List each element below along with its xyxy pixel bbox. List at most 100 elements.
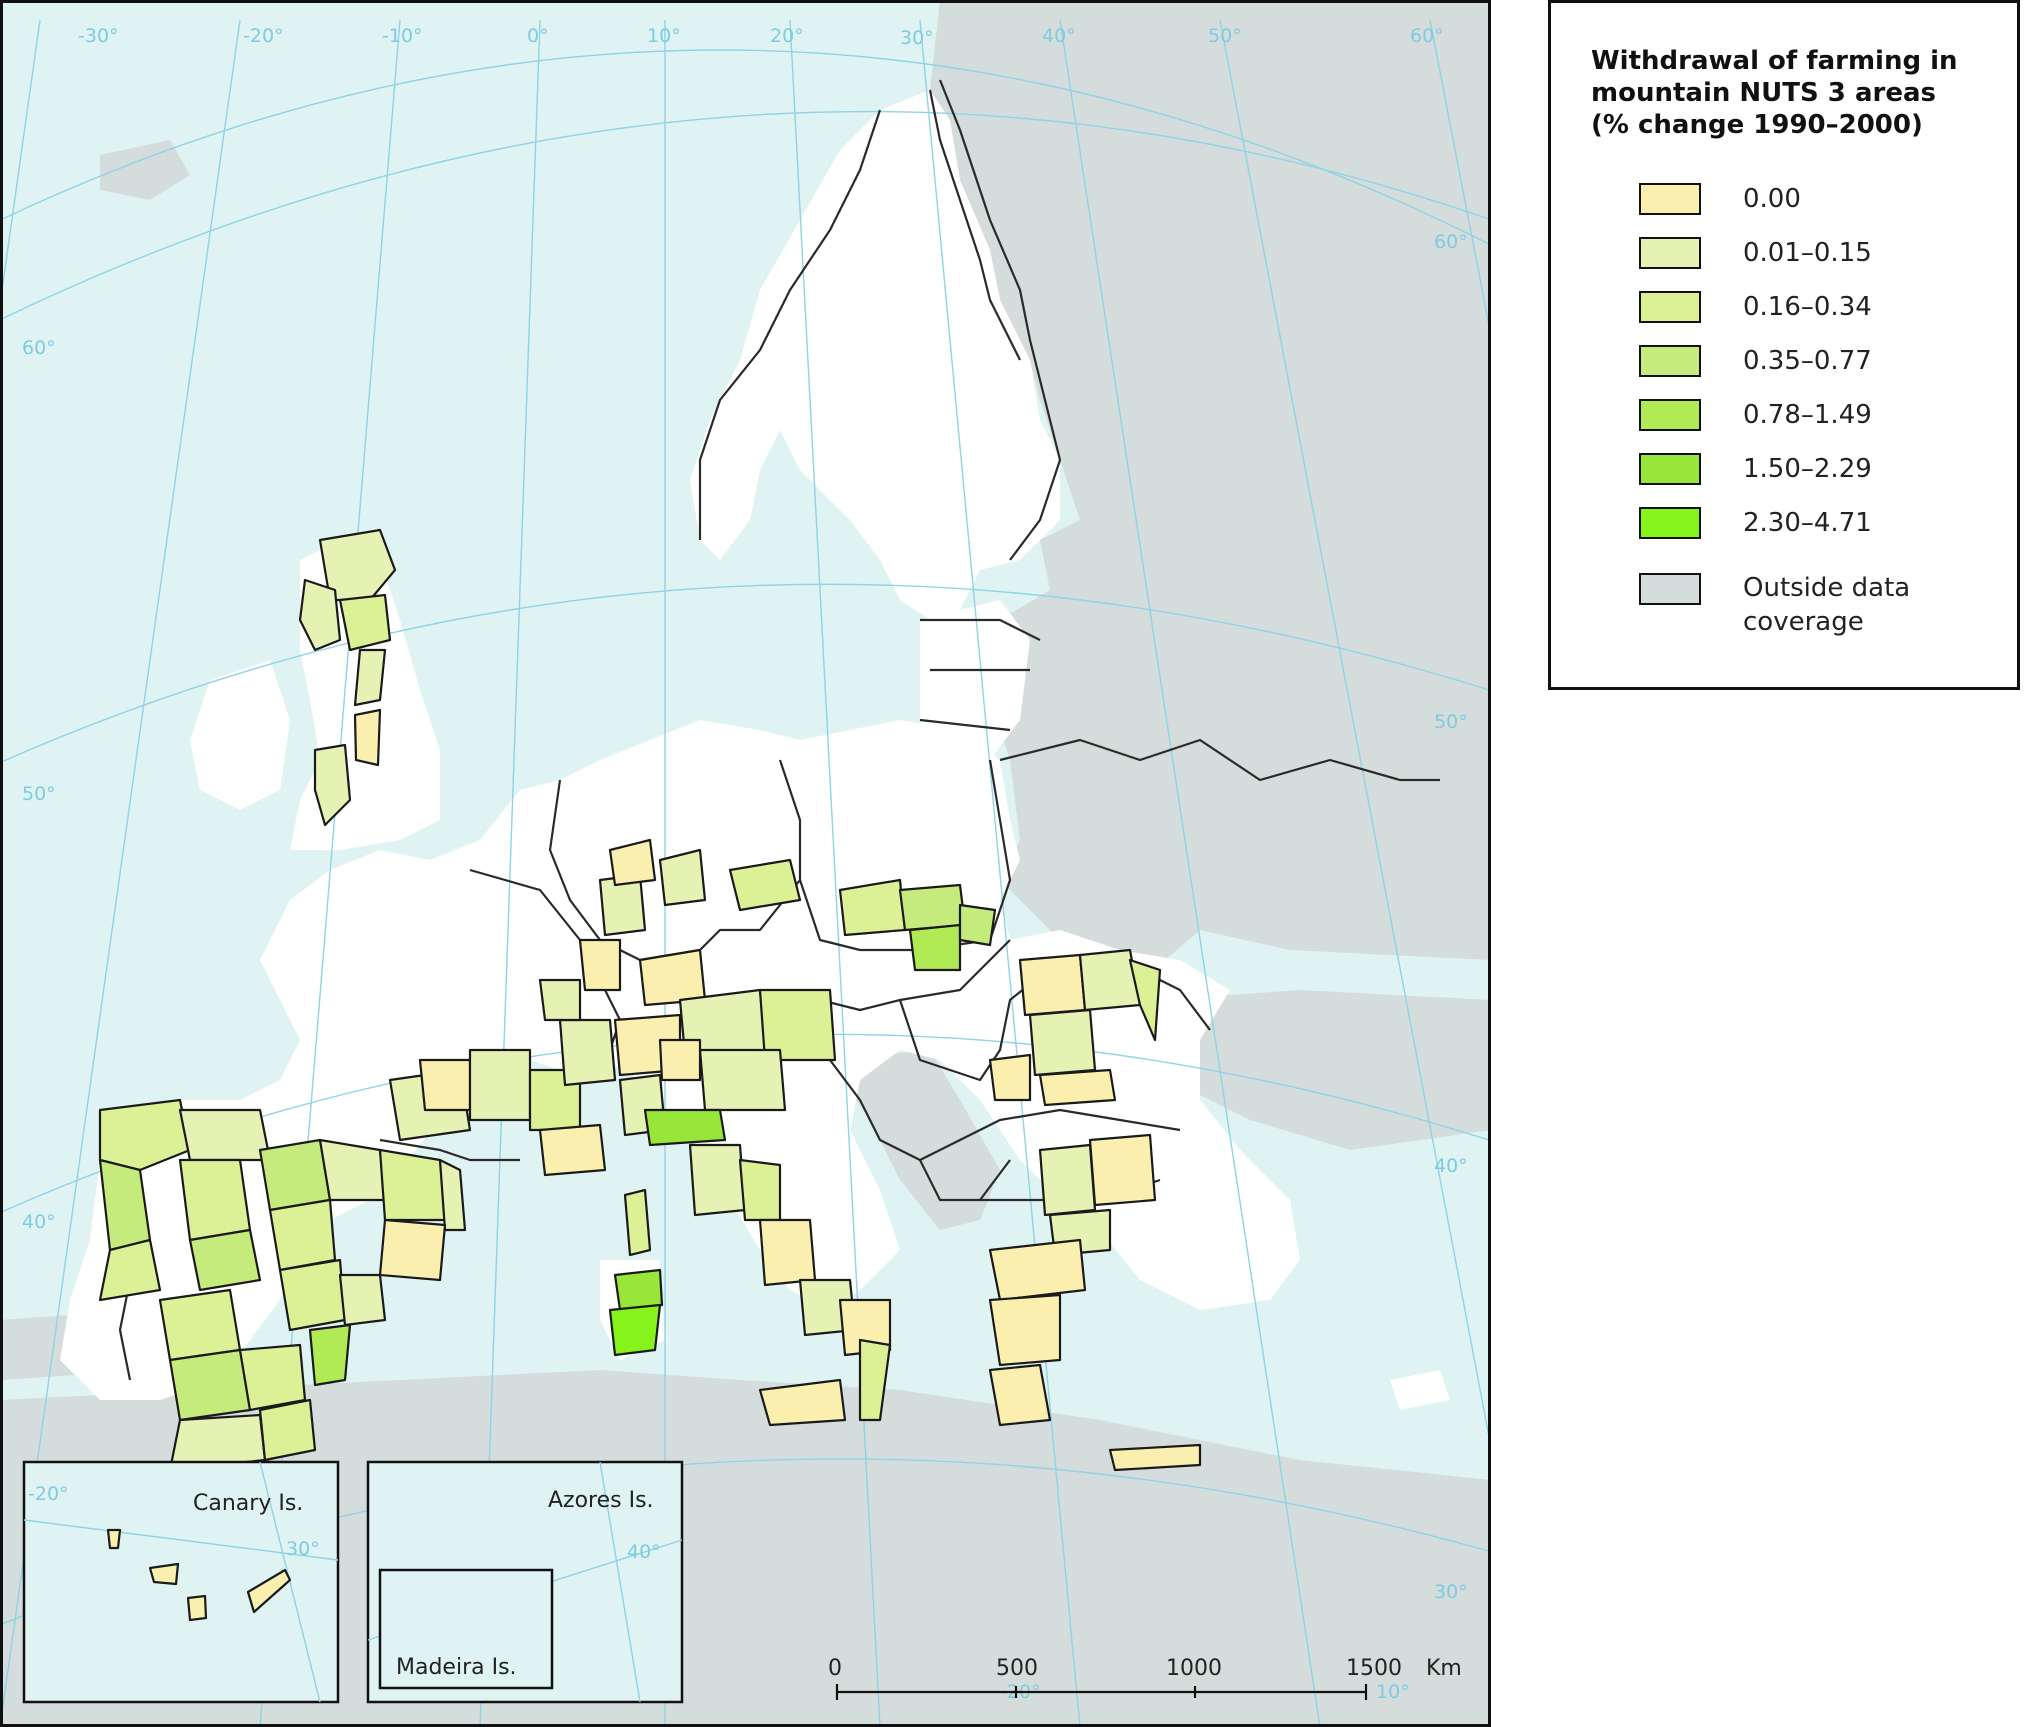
region-bavaria-e (638, 948, 707, 1007)
scale-tick-label: 500 (996, 1656, 1038, 1681)
legend-item: 0.35–0.77 (1639, 341, 1872, 381)
region-avila (188, 1228, 262, 1292)
region-lombardy-alps (658, 1038, 702, 1082)
balkan-borders (829, 1059, 1181, 1202)
region-sardinia-s (608, 1303, 662, 1357)
baltics (920, 600, 1030, 770)
region-scotland-south (353, 648, 387, 707)
inset-madeira-label: Madeira Is. (396, 1655, 517, 1680)
scale-unit-label: Km (1426, 1656, 1462, 1681)
norway-sweden-border (698, 109, 882, 540)
legend-outside-line: Outside data (1743, 573, 1911, 603)
region-alpes-fr (558, 1018, 617, 1087)
region-soria (268, 1198, 337, 1272)
legend-item: 1.50–2.29 (1639, 449, 1872, 489)
legend: Withdrawal of farming in mountain NUTS 3… (1548, 0, 2020, 690)
region-thuringia (658, 848, 707, 907)
poland-border (778, 759, 1012, 952)
legend-swatch (1639, 507, 1701, 539)
lon-label: 10° (647, 25, 681, 47)
scale-tick-label: 1500 (1346, 1656, 1402, 1681)
region-galicia (98, 1098, 192, 1172)
region-valencia (308, 1323, 352, 1387)
region-asturias (178, 1108, 272, 1162)
turkey (1150, 990, 1491, 1150)
lon-label: -30° (78, 25, 119, 47)
lat-label: 60° (22, 337, 56, 359)
inset-canary-label: Canary Is. (193, 1491, 303, 1516)
region-fuerteventura (246, 1568, 292, 1614)
region-gran-canaria (186, 1594, 208, 1622)
legend-title-line: Withdrawal of farming in (1591, 46, 1958, 76)
region-c-portugal (98, 1238, 162, 1302)
inset-canary-grid-label: 30° (286, 1538, 320, 1560)
legend-label-outside: Outside data coverage (1743, 571, 1910, 639)
region-catalonia (438, 1158, 467, 1232)
region-jura (538, 978, 582, 1022)
region-cuenca (278, 1258, 347, 1332)
region-crete (1108, 1443, 1202, 1472)
legend-title-line: mountain NUTS 3 areas (1591, 78, 1936, 108)
legend-label: 0.35–0.77 (1743, 346, 1872, 376)
lat-label: 60° (1434, 231, 1468, 253)
map-canvas: -30° -20° -10° 0° 10° 20° 30° 40° 50° 60… (0, 0, 1491, 1727)
region-slovakia-e (958, 903, 997, 947)
inset-azores-label: Azores Is. (548, 1488, 654, 1513)
legend-label: 0.00 (1743, 184, 1801, 214)
lon-label: 20° (770, 25, 804, 47)
region-greece-c (988, 1293, 1062, 1367)
finland-russia-border (938, 79, 1062, 561)
region-castilla-leon-n (178, 1158, 252, 1242)
region-massif-central-w (418, 1058, 472, 1112)
legend-title: Withdrawal of farming in mountain NUTS 3… (1591, 45, 2011, 141)
legend-label: 1.50–2.29 (1743, 454, 1872, 484)
legend-item-outside: Outside data coverage (1639, 571, 1910, 637)
region-moravia (838, 878, 907, 937)
balkans-outside (830, 1050, 1000, 1230)
region-bulgaria-c (1088, 1133, 1157, 1207)
map-border (0, 0, 1491, 1727)
region-carinthia (758, 988, 837, 1062)
cyprus-land (1390, 1370, 1450, 1410)
region-bulgaria-w (1038, 1143, 1097, 1217)
region-provence (538, 1123, 607, 1177)
lon-label: 0° (527, 25, 549, 47)
region-romania-n (1078, 948, 1142, 1012)
region-almeria (258, 1398, 317, 1462)
inset-madeira-frame (378, 1568, 554, 1690)
map-frame[interactable]: -30° -20° -10° 0° 10° 20° 30° 40° 50° 60… (0, 0, 1491, 1727)
baltic-borders (919, 618, 1041, 732)
region-massif-central-e (468, 1048, 532, 1122)
lat-label: 30° (1434, 1581, 1468, 1603)
legend-outside-line: coverage (1743, 607, 1864, 637)
sweden-finland-border (928, 89, 1021, 361)
region-extremadura (158, 1288, 242, 1362)
legend-item: 0.00 (1639, 179, 1801, 219)
region-teruel (338, 1273, 387, 1327)
lon-label: 60° (1410, 25, 1444, 47)
north-russia-coast (1060, 160, 1200, 240)
region-andalucia-n (168, 1348, 252, 1422)
region-basque (318, 1138, 387, 1202)
region-scotland-east (338, 593, 392, 652)
belarus-ukraine-border (999, 738, 1440, 782)
scale-tick-label: 0 (828, 1656, 842, 1681)
region-greece-n (988, 1238, 1087, 1302)
region-la-palma (106, 1528, 122, 1550)
region-aragon-n (378, 1148, 447, 1222)
legend-swatch (1639, 399, 1701, 431)
region-vosges (578, 938, 622, 992)
region-romania-ne (1128, 958, 1162, 1042)
legend-swatch (1639, 237, 1701, 269)
lat-label: 50° (22, 783, 56, 805)
legend-swatch (1639, 291, 1701, 323)
region-corsica (623, 1188, 652, 1257)
legend-swatch (1639, 345, 1701, 377)
legend-title-line: (% change 1990–2000) (1591, 110, 1923, 140)
legend-label: 0.78–1.49 (1743, 400, 1872, 430)
region-scotland-west (298, 578, 342, 652)
region-romania-nw (1018, 953, 1087, 1017)
lat-label: 40° (22, 1211, 56, 1233)
region-styria (698, 1048, 787, 1112)
region-emilia-apennines (643, 1108, 727, 1147)
